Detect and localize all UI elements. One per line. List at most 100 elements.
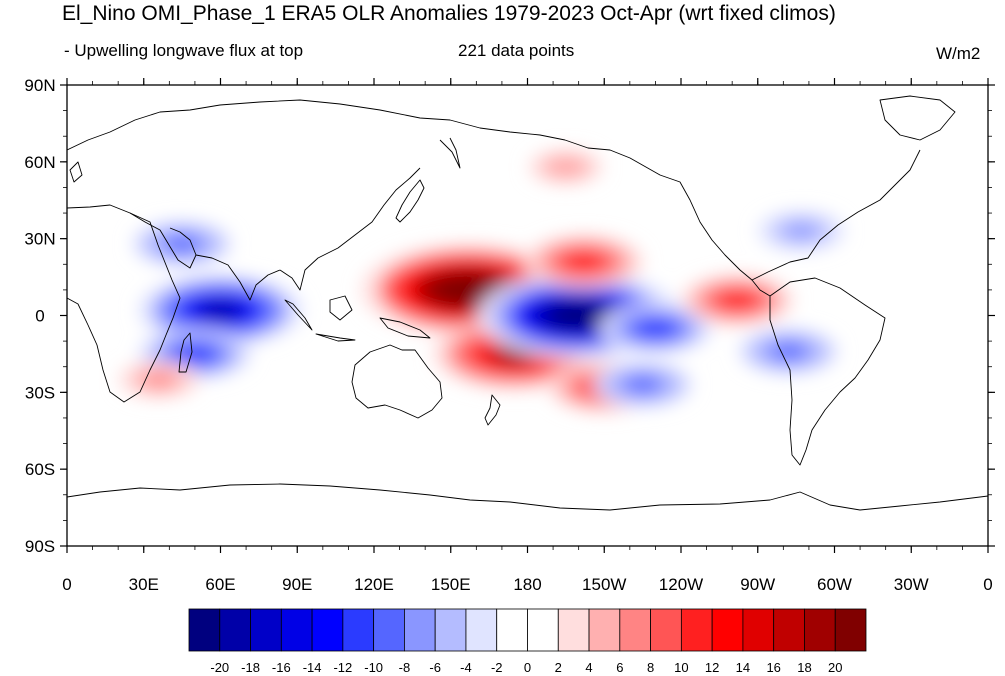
colorbar-swatch [773,608,805,652]
coast-greenland [879,95,956,141]
anomaly-contour [152,376,166,383]
anomaly-contour [173,239,191,248]
coast-india [195,254,281,301]
coast-east-asia [279,167,421,291]
anomaly-contour [561,308,596,323]
colorbar-swatch [496,608,528,652]
colorbar-label: 0 [524,660,531,675]
colorbar-swatch [527,608,559,652]
colorbar-swatch [650,608,682,652]
colorbar-label: -20 [210,660,229,675]
anomaly-contour [185,349,205,359]
coast-north-america [564,139,921,281]
anomaly-region-10 [592,361,693,408]
colorbar-swatch [619,608,651,652]
anomaly-field [118,149,845,413]
anomaly-region-6 [599,302,712,354]
anomaly-contour [559,163,573,170]
anomaly-contour [450,282,487,298]
colorbar-label: 2 [555,660,562,675]
colorbar-swatch [804,608,836,652]
colorbar-label: -8 [399,660,411,675]
x-tick-label: 90E [282,575,312,594]
colorbar-label: 18 [797,660,811,675]
x-tick-label: 30W [894,575,929,594]
colorbar-label: -2 [491,660,503,675]
y-tick-label: 30N [24,230,55,249]
colorbar-swatch [834,608,867,652]
colorbar-swatch [311,608,344,652]
colorbar-label: 10 [674,660,688,675]
coast-madagascar [178,332,193,373]
anomaly-region-7 [524,234,644,289]
colorbar-swatch [373,608,405,652]
anomaly-contour [793,227,809,235]
coast-sumatra [284,299,313,331]
coast-borneo [329,295,353,321]
y-tick-label: 30S [25,383,55,402]
colorbar-label: 8 [647,660,654,675]
anomaly-region-13 [528,149,604,185]
x-tick-label: 30E [129,575,159,594]
x-tick-label: 60E [205,575,235,594]
colorbar-swatch [219,608,251,652]
coast-new-guinea [379,317,431,339]
y-tick-label: 60N [24,153,55,172]
anomaly-contour [646,324,665,333]
colorbar-label: -16 [272,660,291,675]
anomaly-contour [634,380,651,389]
colorbar-label: -4 [460,660,472,675]
colorbar-label: -6 [429,660,441,675]
coast-java [315,333,356,342]
colorbar-swatch [280,608,313,652]
x-tick-label: 120W [659,575,703,594]
anomaly-region-9 [738,328,839,375]
coast-arabia [129,212,197,269]
y-tick-label: 90N [24,76,55,95]
coast-british-isles [69,161,83,183]
colorbar-swatch [465,608,498,652]
data-points-count: 221 data points [458,41,575,60]
x-tick-label: 0 [983,575,992,594]
anomaly-region-8 [680,274,794,326]
colorbar-label: 4 [585,660,592,675]
colorbar-label: 20 [828,660,842,675]
y-tick-label: 60S [25,460,55,479]
colorbar-swatch [342,608,375,652]
variable-description: - Upwelling longwave flux at top [64,41,304,60]
coast-new-zealand [484,394,501,426]
anomaly-contour [206,304,235,317]
coast-eurasia-north [67,99,566,151]
colorbar-label: -18 [241,660,260,675]
coast-antarctica [67,483,988,511]
colorbar-label: -10 [364,660,383,675]
coast-australia [351,344,443,419]
x-tick-label: 150W [582,575,626,594]
colorbar-swatch [434,608,467,652]
colorbar-label: 6 [616,660,623,675]
anomaly-region-3 [138,274,303,347]
colorbar-swatch [742,608,775,652]
x-tick-label: 90W [740,575,775,594]
anomaly-contour [573,257,594,267]
colorbar-swatch [711,608,744,652]
anomaly-region-14 [757,210,845,252]
colorbar-swatch [188,608,221,652]
chart-title: El_Nino OMI_Phase_1 ERA5 OLR Anomalies 1… [62,2,836,25]
anomaly-contour [727,295,747,305]
colorbar: -20 -18 -16 -14 -12 -10 -8 -6 -4 -2 0 2 4 6 8 10 12 14 16 1… [188,608,867,675]
colorbar-swatch [250,608,282,652]
anomaly-region-1 [432,317,597,390]
colorbar-swatch [404,608,436,652]
axis-ticks: 0 30E 60E 90E 120E 150E 180 150W 120W 90W 60W 30W 09… [24,76,995,594]
colorbar-swatch [557,608,590,652]
coast-japan [395,179,425,223]
x-tick-label: 60W [817,575,852,594]
coast-south-america [769,277,886,466]
x-tick-label: 150E [431,575,471,594]
anomaly-contour [780,347,797,356]
colorbar-label: 12 [705,660,719,675]
units-label: W/m2 [936,44,981,63]
coastlines [67,95,988,511]
